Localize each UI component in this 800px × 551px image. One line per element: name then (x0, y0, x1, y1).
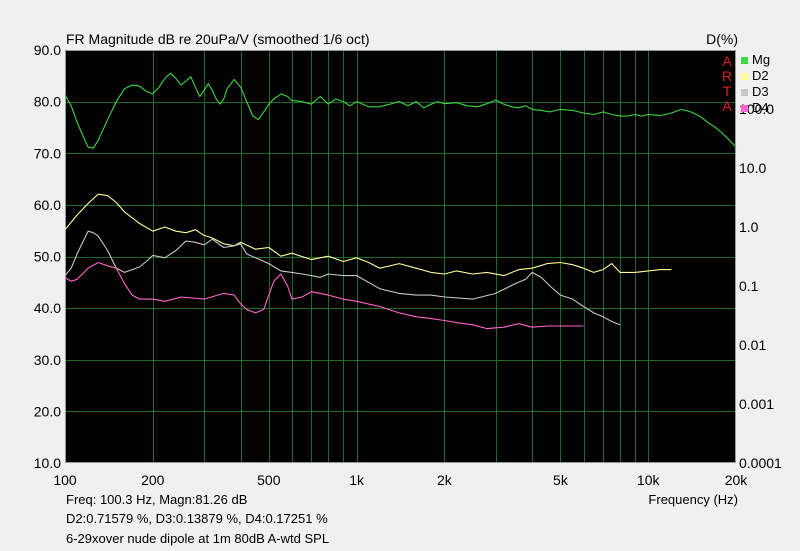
series-line-mg (64, 72, 737, 149)
series-lines (64, 72, 737, 330)
x-tick-label: 1k (349, 472, 365, 488)
grid (65, 50, 736, 463)
x-tick-label: 200 (141, 472, 165, 488)
x-tick-label: 5k (553, 472, 569, 488)
watermark-letter: T (723, 83, 732, 99)
right-axis-title: D(%) (706, 31, 738, 47)
y-tick-label: 60.0 (34, 197, 61, 213)
legend-swatch-d2 (741, 73, 748, 80)
x-tick-label: 10k (637, 472, 661, 488)
legend-swatch-d4 (741, 105, 748, 112)
watermark-letter: A (722, 98, 732, 114)
axis-labels: 100 200 500 1k 2k 5k 10k 20k 90.0 80.0 70.0 60.0 50.… (34, 42, 782, 488)
legend-swatch-mg (741, 57, 748, 64)
watermark-letter: A (722, 53, 732, 69)
y-tick-label: 10.0 (34, 455, 61, 471)
legend-label-d3: D3 (752, 84, 769, 99)
y2-tick-label: 0.01 (739, 337, 766, 353)
measurement-note: 6-29xover nude dipole at 1m 80dB A-wtd S… (66, 531, 330, 546)
plot-frame (65, 50, 736, 463)
plot-area (65, 50, 736, 463)
x-tick-label: 100 (53, 472, 77, 488)
legend-label-d2: D2 (752, 68, 769, 83)
x-tick-label: 20k (725, 472, 749, 488)
legend-swatch-d3 (741, 89, 748, 96)
chart-title: FR Magnitude dB re 20uPa/V (smoothed 1/6… (66, 31, 370, 47)
legend-label-d4: D4 (752, 100, 769, 115)
series-line-d3 (64, 230, 621, 326)
x-tick-label: 500 (257, 472, 281, 488)
y2-tick-label: 0.0001 (739, 455, 782, 471)
x-tick-label: 2k (437, 472, 453, 488)
cursor-readout-magnitude: Freq: 100.3 Hz, Magn:81.26 dB (66, 492, 248, 507)
y-tick-label: 90.0 (34, 42, 61, 58)
x-axis-title: Frequency (Hz) (648, 492, 738, 507)
y2-tick-label: 0.1 (739, 278, 759, 294)
y2-tick-label: 10.0 (739, 160, 766, 176)
legend-label-mg: Mg (752, 52, 770, 67)
y2-tick-label: 0.001 (739, 396, 774, 412)
y-tick-label: 40.0 (34, 300, 61, 316)
watermark-letter: R (722, 68, 732, 84)
y-tick-label: 80.0 (34, 94, 61, 110)
y-tick-label: 30.0 (34, 352, 61, 368)
y2-tick-label: 1.0 (739, 219, 759, 235)
cursor-readout-distortion: D2:0.71579 %, D3:0.13879 %, D4:0.17251 % (66, 511, 328, 526)
y-tick-label: 50.0 (34, 249, 61, 265)
y-tick-label: 70.0 (34, 145, 61, 161)
y-tick-label: 20.0 (34, 403, 61, 419)
series-line-d4 (64, 261, 584, 330)
series-line-d2 (64, 193, 672, 277)
